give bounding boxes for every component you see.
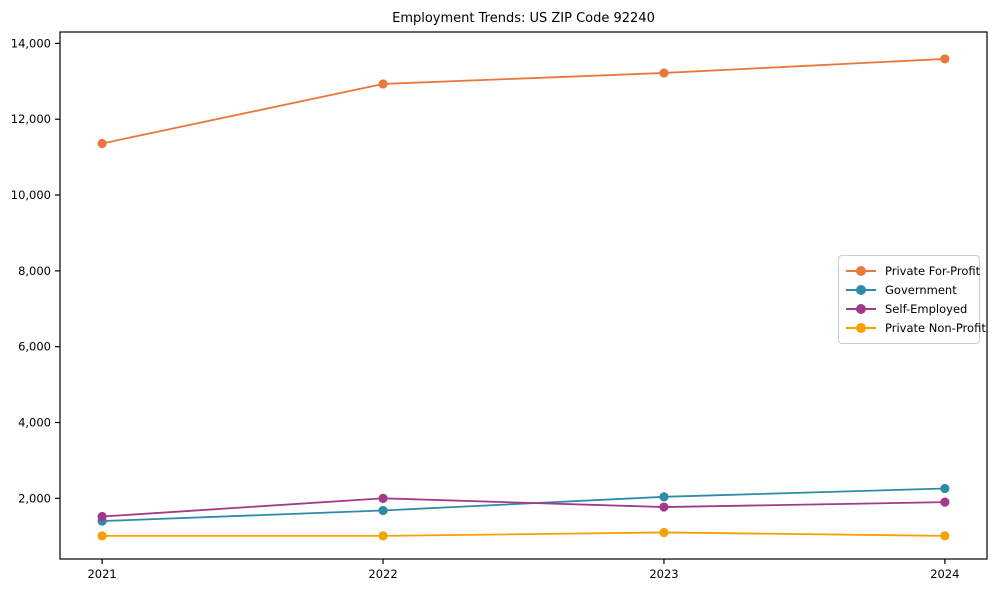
legend-item-private-non-profit: Private Non-Profit <box>846 319 986 337</box>
x-tick-label: 2024 <box>930 567 959 581</box>
axes-spines <box>59 31 988 560</box>
legend-marker-line-dot <box>846 304 876 314</box>
data-point-private-non-profit-2024 <box>940 531 950 541</box>
data-point-government-2023 <box>659 492 669 502</box>
series-line-private-for-profit <box>101 58 945 145</box>
legend-label: Private Non-Profit <box>885 321 986 335</box>
y-tick-label: 10,000 <box>11 188 51 202</box>
series-line-private-non-profit <box>102 531 945 537</box>
data-point-private-for-profit-2021 <box>97 138 107 149</box>
y-tick-label: 14,000 <box>11 36 51 50</box>
series-line-government <box>102 487 945 522</box>
data-point-government-2022 <box>378 505 388 516</box>
y-tick-label: 4,000 <box>18 416 51 430</box>
x-tick-label: 2022 <box>368 567 397 581</box>
data-point-self-employed-2022 <box>378 493 388 503</box>
legend-item-self-employed: Self-Employed <box>846 300 971 318</box>
data-point-private-non-profit-2023 <box>659 527 669 538</box>
data-point-private-for-profit-2023 <box>659 68 669 78</box>
y-tick-label: 2,000 <box>18 491 51 505</box>
legend-marker-line-dot <box>846 285 876 295</box>
x-tick-label: 2023 <box>649 567 678 581</box>
legend-label: Self-Employed <box>885 302 968 316</box>
y-tick-label: 8,000 <box>18 264 51 278</box>
data-point-self-employed-2024 <box>940 497 950 507</box>
data-point-private-non-profit-2021 <box>97 531 107 541</box>
data-point-government-2024 <box>940 483 950 494</box>
chart-title: Employment Trends: US ZIP Code 92240 <box>392 11 655 26</box>
y-tick-label: 12,000 <box>11 112 51 126</box>
legend-label: Private For-Profit <box>885 264 981 278</box>
legend-marker-line-dot <box>846 323 876 333</box>
legend-label: Government <box>885 283 957 297</box>
data-point-self-employed-2023 <box>659 502 669 512</box>
legend-marker-line-dot <box>846 266 876 276</box>
data-point-private-for-profit-2024 <box>940 54 950 64</box>
x-tick-label: 2021 <box>87 567 116 581</box>
series-line-self-employed <box>102 497 945 518</box>
legend: Private For-Profit Government Self-Emplo… <box>838 255 986 344</box>
data-point-private-for-profit-2022 <box>378 79 388 89</box>
data-point-private-non-profit-2022 <box>378 531 388 541</box>
data-point-self-employed-2021 <box>97 511 107 522</box>
y-tick-label: 6,000 <box>18 340 51 354</box>
legend-item-government: Government <box>846 281 971 299</box>
legend-item-private-for-profit: Private For-Profit <box>846 262 980 280</box>
